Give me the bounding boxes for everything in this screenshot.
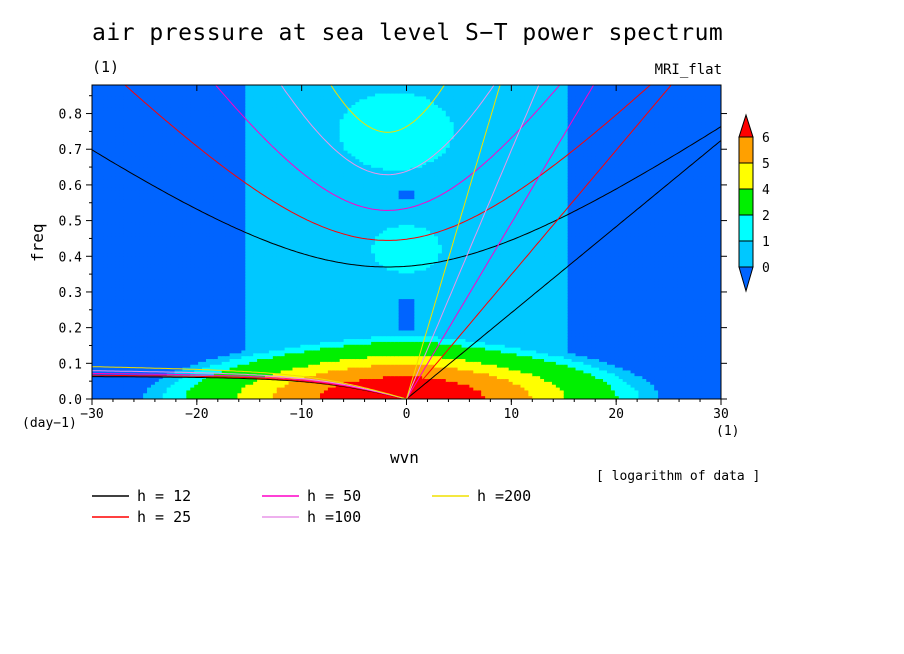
y-tick-label: 0.4 (59, 250, 83, 265)
colorbar-label: 1 (762, 235, 770, 250)
colorbar-box (738, 240, 754, 268)
gravity-wave-curve (330, 85, 445, 133)
colorbar-box (738, 188, 754, 216)
colorbar-box (738, 136, 754, 164)
y-tick-label: 0.7 (59, 143, 82, 158)
y-tick-label: 0.2 (59, 322, 82, 337)
gravity-wave-curve (214, 85, 561, 211)
colorbar-min-arrow (738, 266, 754, 293)
kelvin-wave-curve (406, 140, 721, 399)
colorbar-label: 0 (762, 261, 770, 276)
colorbar-label: 4 (762, 183, 770, 198)
colorbar-label: 2 (762, 209, 770, 224)
y-tick-label: 0.8 (59, 108, 82, 123)
colorbar-label: 5 (762, 157, 770, 172)
kelvin-wave-curve (406, 85, 501, 399)
spectrum-field (92, 85, 721, 399)
x-axis-label: wvn (390, 448, 419, 467)
colorbar-box (738, 214, 754, 242)
x-tick-label: −20 (185, 407, 208, 422)
gravity-wave-curve (124, 85, 652, 241)
kelvin-wave-curve (406, 85, 595, 399)
x-tick-label: −10 (290, 407, 313, 422)
legend-label: h = 50 (307, 487, 361, 505)
colorbar-box (738, 162, 754, 190)
colorbar-label: 6 (762, 131, 770, 146)
log-note: [ logarithm of data ] (596, 469, 761, 484)
title-unit: (1) (92, 58, 120, 76)
kelvin-wave-curve (406, 85, 540, 399)
x-tick-label: 0 (403, 407, 411, 422)
gravity-wave-curve (280, 85, 495, 176)
x-tick-label: 30 (713, 407, 729, 422)
x-axis-unit: (1) (716, 424, 740, 439)
y-tick-label: 0.0 (59, 393, 82, 408)
rossby-wave-curve (92, 366, 407, 399)
rossby-wave-curve (92, 372, 407, 399)
rossby-wave-curve (92, 370, 407, 399)
legend-label: h = 12 (137, 487, 191, 505)
x-tick-label: 20 (608, 407, 624, 422)
legend-label: h =200 (477, 487, 531, 505)
x-tick-label: −30 (80, 407, 103, 422)
legend-label: h =100 (307, 508, 361, 526)
kelvin-wave-curve (406, 85, 672, 399)
chart-title: air pressure at sea level S−T power spec… (92, 20, 724, 46)
y-axis-unit: (day−1) (22, 416, 77, 431)
x-tick-label: 10 (504, 407, 520, 422)
y-tick-label: 0.6 (59, 179, 82, 194)
y-tick-label: 0.1 (59, 357, 82, 372)
model-name: MRI_flat (654, 62, 722, 78)
y-tick-label: 0.5 (59, 215, 82, 230)
y-tick-label: 0.3 (59, 286, 82, 301)
colorbar-max-arrow (738, 113, 754, 138)
dispersion-curves (92, 85, 721, 399)
rossby-wave-curve (92, 374, 407, 399)
gravity-wave-curve (92, 126, 721, 268)
legend-label: h = 25 (137, 508, 191, 526)
